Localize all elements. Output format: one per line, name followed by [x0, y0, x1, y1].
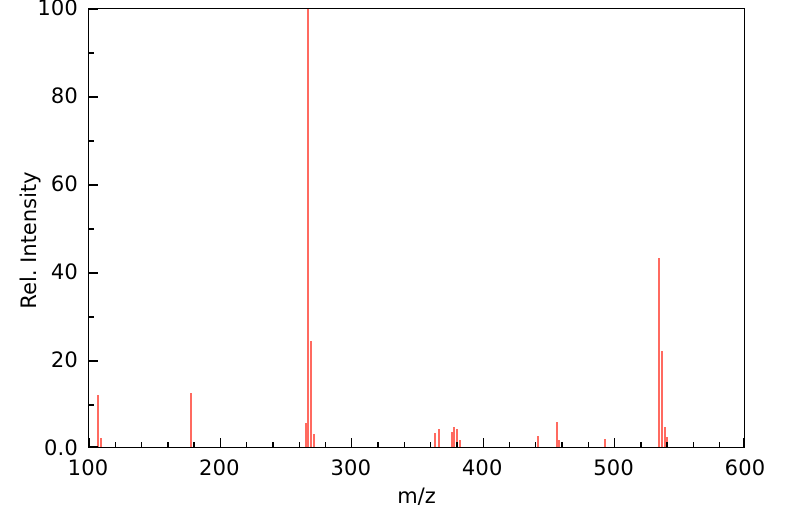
- y-minor-tick: [89, 404, 94, 406]
- spectrum-peak: [304, 422, 307, 447]
- x-tick-label: 300: [330, 456, 372, 480]
- plot-area: [88, 8, 745, 448]
- x-minor-tick: [403, 442, 406, 447]
- spectrum-peak: [307, 9, 310, 447]
- spectrum-peak: [455, 428, 458, 447]
- x-major-tick: [351, 438, 353, 447]
- x-tick-label: 500: [593, 456, 634, 480]
- spectrum-peak: [450, 432, 453, 447]
- y-tick-label: 40: [50, 260, 78, 284]
- y-minor-tick: [89, 316, 94, 318]
- peak-series: [89, 9, 744, 447]
- y-major-tick: [89, 96, 98, 98]
- spectrum-peak: [658, 257, 661, 447]
- y-minor-tick: [89, 228, 94, 230]
- x-minor-tick: [324, 442, 327, 447]
- spectrum-peak: [558, 439, 561, 447]
- spectrum-peak: [99, 438, 102, 447]
- y-minor-tick: [89, 52, 94, 54]
- spectrum-peak: [537, 435, 540, 447]
- spectrum-peak: [433, 432, 436, 447]
- x-minor-tick: [456, 442, 458, 447]
- x-minor-tick: [298, 442, 300, 447]
- x-major-tick: [743, 438, 744, 447]
- x-minor-tick: [640, 442, 642, 447]
- spectrum-peak: [663, 427, 666, 447]
- spectrum-peak: [190, 392, 193, 447]
- spectrum-peak: [458, 440, 461, 447]
- x-minor-tick: [535, 442, 537, 447]
- x-major-tick: [219, 438, 222, 447]
- y-tick-label: 0.0: [44, 436, 78, 460]
- x-tick-label: 400: [461, 456, 503, 480]
- spectrum-peak: [312, 433, 315, 447]
- x-minor-tick: [587, 442, 589, 447]
- x-minor-tick: [692, 442, 695, 447]
- x-minor-tick: [429, 442, 432, 447]
- spectrum-peak: [437, 429, 440, 447]
- spectrum-peak: [555, 422, 558, 447]
- x-minor-tick: [114, 442, 116, 447]
- x-minor-tick: [561, 442, 563, 447]
- x-tick-label: 600: [724, 456, 766, 480]
- y-tick-label: 80: [50, 84, 78, 108]
- y-major-tick: [89, 360, 98, 362]
- x-tick-label: 100: [67, 456, 109, 480]
- x-tick-label: 200: [199, 456, 240, 480]
- x-major-tick: [482, 438, 484, 447]
- y-major-tick: [89, 446, 98, 447]
- x-minor-tick: [377, 442, 379, 447]
- spectrum-peak: [97, 395, 100, 447]
- y-major-tick: [89, 9, 98, 11]
- x-major-tick: [89, 438, 91, 447]
- y-axis-title: Rel. Intensity: [17, 171, 41, 309]
- x-minor-tick: [193, 442, 195, 447]
- x-minor-tick: [508, 442, 511, 447]
- y-axis-tick-labels: 0.0 20 40 60 80 100: [0, 0, 80, 516]
- spectrum-peak: [660, 351, 663, 447]
- x-minor-tick: [140, 442, 143, 447]
- spectrum-peak: [604, 439, 607, 447]
- y-minor-tick: [89, 140, 94, 142]
- spectrum-peak: [453, 426, 456, 447]
- y-tick-label: 100: [37, 0, 78, 20]
- x-axis-title: m/z: [397, 484, 436, 508]
- y-tick-label: 60: [50, 172, 78, 196]
- spectrum-peak: [310, 341, 313, 447]
- x-minor-tick: [719, 442, 721, 447]
- x-minor-tick: [272, 442, 274, 447]
- x-minor-tick: [666, 442, 668, 447]
- x-minor-tick: [245, 442, 248, 447]
- x-minor-tick: [167, 442, 169, 447]
- y-major-tick: [89, 272, 98, 274]
- y-tick-label: 20: [50, 348, 78, 372]
- x-major-tick: [613, 438, 616, 447]
- y-major-tick: [89, 184, 98, 186]
